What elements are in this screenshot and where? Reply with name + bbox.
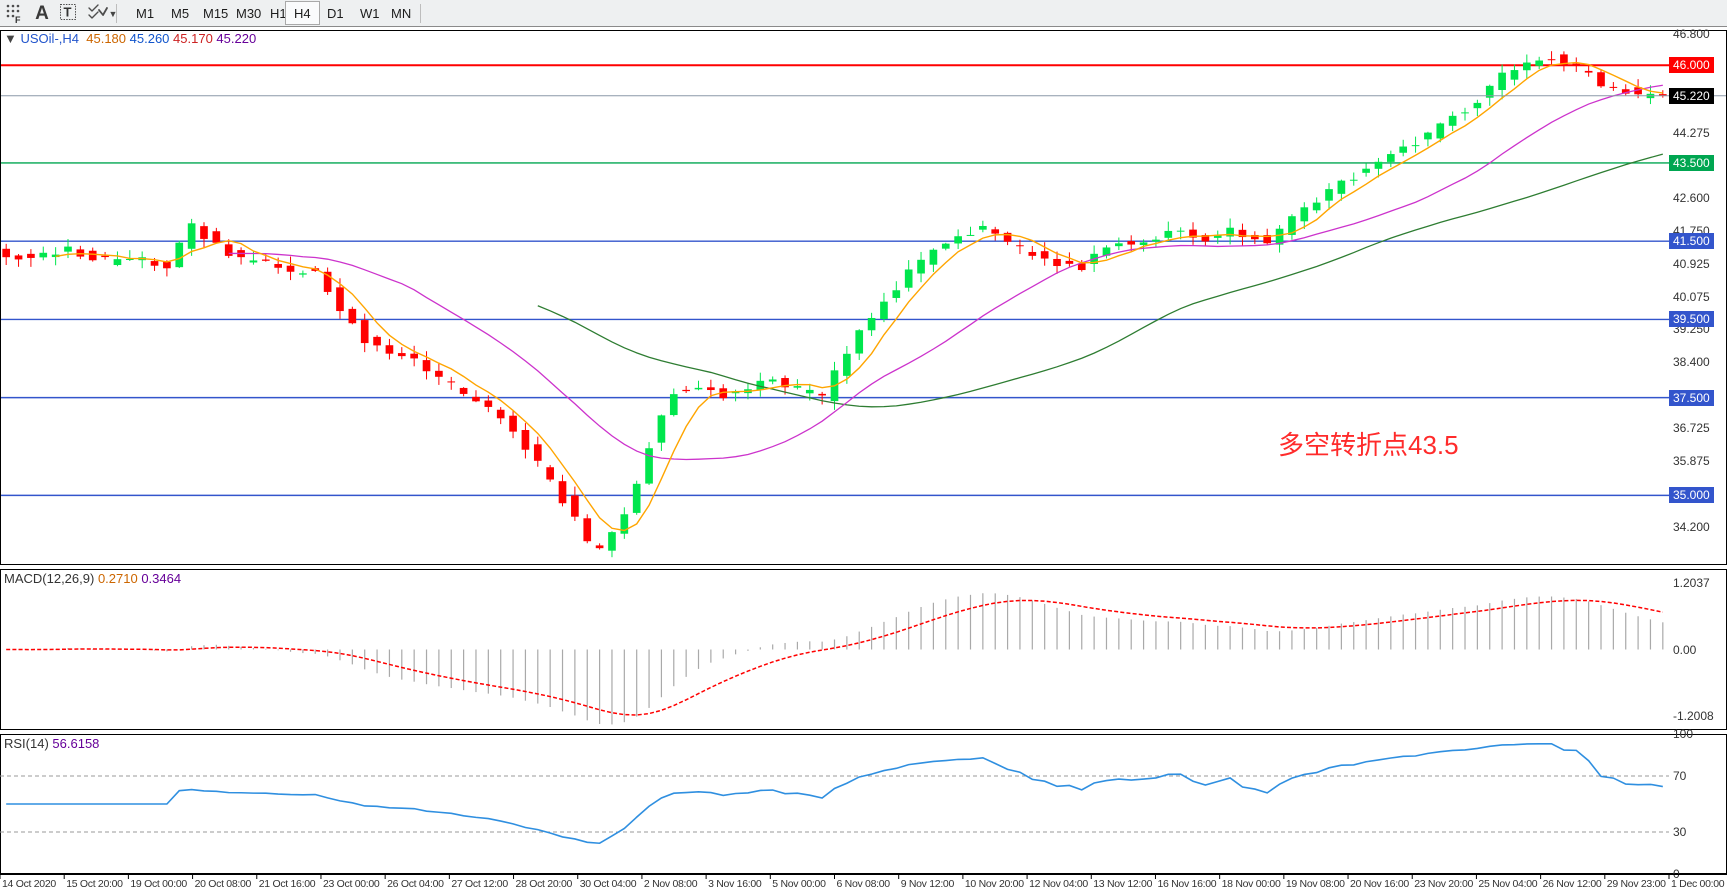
svg-text:F: F — [15, 15, 21, 23]
svg-text:T: T — [64, 5, 72, 20]
